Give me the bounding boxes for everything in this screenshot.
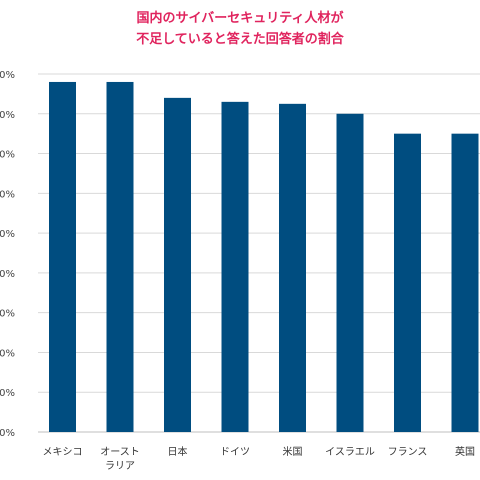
y-tick-label: 0% [0, 428, 15, 439]
bar [49, 81, 76, 432]
y-tick-label: 80% [0, 110, 15, 121]
y-tick-label: 20% [0, 348, 15, 359]
x-tick-label: ラリア [105, 460, 135, 472]
y-tick-label: 60% [0, 189, 15, 200]
chart-title-line-2: 不足していると答えた回答者の割合 [136, 32, 344, 47]
y-tick-label: 10% [0, 388, 15, 399]
x-tick-label: オースト [100, 446, 140, 458]
chart-title-line-1: 国内のサイバーセキュリティ人材が [136, 11, 344, 26]
bar [221, 101, 249, 432]
chart-title: 国内のサイバーセキュリティ人材が 不足していると答えた回答者の割合 [0, 8, 480, 50]
bar [336, 113, 364, 433]
x-tick-label: 米国 [283, 445, 303, 458]
x-tick-label: ドイツ [220, 447, 250, 458]
x-tick-label: 英国 [455, 445, 475, 458]
x-tick-label: フランス [388, 446, 428, 458]
x-tick-label: イスラエル [325, 446, 375, 458]
bar [394, 133, 421, 432]
y-tick-label: 50% [0, 229, 15, 240]
y-tick-label: 90% [0, 70, 15, 81]
bar [279, 103, 306, 432]
y-tick-label: 40% [0, 269, 15, 280]
bar [106, 81, 134, 432]
x-tick-label: メキシコ [43, 447, 83, 458]
bar [451, 133, 479, 432]
y-tick-label: 30% [0, 309, 15, 320]
bar [164, 97, 191, 432]
y-tick-label: 70% [0, 150, 15, 161]
x-tick-label: 日本 [168, 445, 188, 458]
